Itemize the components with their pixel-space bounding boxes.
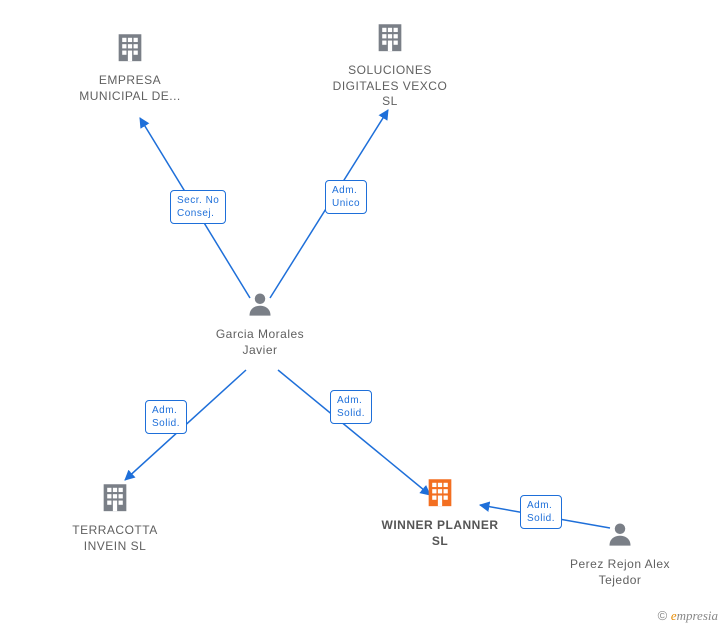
building-icon [373, 20, 407, 59]
node-label: SOLUCIONES DIGITALES VEXCO SL [330, 63, 450, 110]
brand-rest: mpresia [677, 608, 718, 623]
person-icon [606, 520, 634, 553]
watermark: © empresia [658, 608, 718, 624]
node-perez[interactable]: Perez Rejon Alex Tejedor [560, 520, 680, 588]
edge-label: Secr. NoConsej. [170, 190, 226, 224]
node-soluciones[interactable]: SOLUCIONES DIGITALES VEXCO SL [330, 20, 450, 110]
node-label: EMPRESA MUNICIPAL DE... [70, 73, 190, 104]
building-icon [113, 30, 147, 69]
edge-label: Adm.Solid. [520, 495, 562, 529]
building-icon [423, 475, 457, 514]
edge-label: Adm.Solid. [145, 400, 187, 434]
person-icon [246, 290, 274, 323]
node-garcia[interactable]: Garcia Morales Javier [200, 290, 320, 358]
edge-label: Adm.Solid. [330, 390, 372, 424]
node-label: Garcia Morales Javier [200, 327, 320, 358]
node-empresa[interactable]: EMPRESA MUNICIPAL DE... [70, 30, 190, 104]
edge-label: Adm.Unico [325, 180, 367, 214]
node-winner[interactable]: WINNER PLANNER SL [380, 475, 500, 549]
node-terracotta[interactable]: TERRACOTTA INVEIN SL [55, 480, 175, 554]
node-label: TERRACOTTA INVEIN SL [55, 523, 175, 554]
node-label: WINNER PLANNER SL [380, 518, 500, 549]
building-icon [98, 480, 132, 519]
copyright-symbol: © [658, 608, 668, 623]
node-label: Perez Rejon Alex Tejedor [560, 557, 680, 588]
